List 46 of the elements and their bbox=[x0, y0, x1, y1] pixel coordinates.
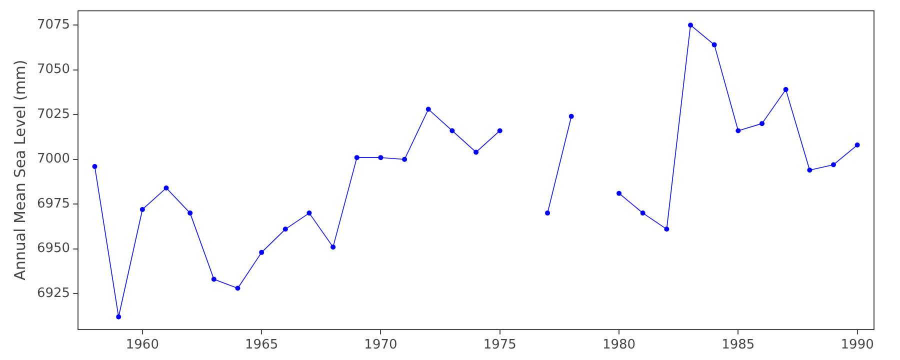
y-tick-label: 7000 bbox=[36, 152, 70, 167]
point bbox=[640, 210, 646, 216]
point bbox=[854, 142, 860, 148]
point bbox=[760, 121, 764, 126]
y-tick-label: 6925 bbox=[36, 286, 70, 301]
point bbox=[426, 106, 431, 112]
x-tick-label: 1990 bbox=[840, 338, 874, 353]
point bbox=[688, 22, 694, 28]
y-tick-label: 6975 bbox=[36, 196, 70, 212]
point bbox=[616, 190, 622, 196]
point bbox=[736, 128, 741, 134]
point bbox=[140, 206, 145, 212]
point bbox=[211, 276, 216, 282]
point bbox=[545, 210, 550, 216]
point bbox=[116, 314, 122, 320]
x-tick-label: 1970 bbox=[364, 338, 398, 353]
point bbox=[497, 128, 502, 134]
point bbox=[306, 210, 312, 216]
x-tick-label: 1975 bbox=[483, 338, 516, 353]
point bbox=[783, 87, 788, 92]
point bbox=[259, 250, 264, 255]
point bbox=[807, 168, 812, 173]
point bbox=[830, 162, 836, 168]
point bbox=[330, 244, 336, 250]
point bbox=[664, 226, 670, 232]
point bbox=[235, 286, 240, 291]
y-tick-label: 6950 bbox=[36, 241, 70, 256]
point bbox=[354, 155, 360, 160]
point bbox=[450, 128, 455, 134]
y-axis-title: Annual Mean Sea Level (mm) bbox=[10, 60, 29, 280]
y-tick-label: 7050 bbox=[36, 62, 70, 78]
x-tick-label: 1965 bbox=[245, 338, 278, 353]
x-tick-label: 1980 bbox=[602, 338, 636, 353]
point bbox=[164, 186, 169, 190]
point bbox=[92, 164, 98, 170]
point bbox=[378, 155, 384, 160]
point bbox=[474, 150, 479, 155]
point bbox=[712, 42, 717, 48]
point bbox=[188, 210, 193, 216]
y-tick-label: 7025 bbox=[36, 106, 70, 122]
x-tick-label: 1985 bbox=[722, 338, 755, 353]
y-tick-label: 7075 bbox=[36, 17, 70, 32]
point bbox=[402, 156, 408, 162]
point bbox=[282, 226, 288, 232]
point bbox=[568, 114, 574, 119]
x-tick-label: 1960 bbox=[126, 338, 159, 353]
